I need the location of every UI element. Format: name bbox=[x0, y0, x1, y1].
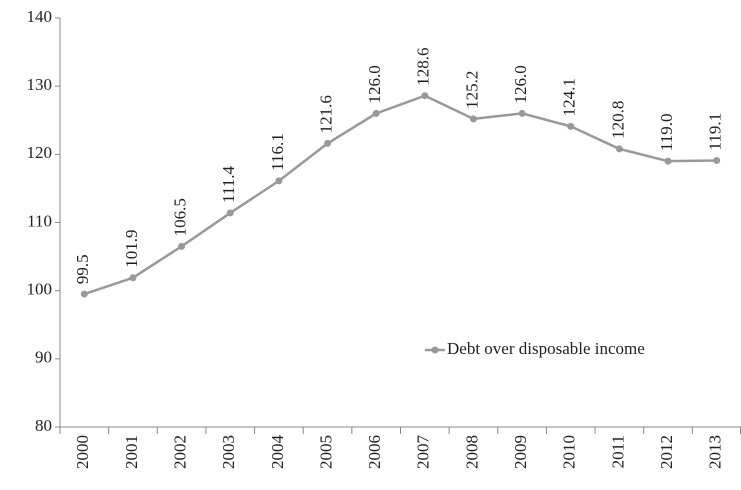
legend-label: Debt over disposable income bbox=[447, 339, 645, 358]
y-tick-label: 110 bbox=[27, 211, 52, 230]
data-point bbox=[372, 109, 380, 117]
data-point bbox=[324, 139, 332, 147]
y-tick-label: 100 bbox=[27, 280, 53, 299]
data-label: 99.5 bbox=[73, 254, 92, 284]
data-label: 121.6 bbox=[316, 95, 335, 133]
data-point bbox=[226, 209, 234, 217]
data-point bbox=[469, 115, 477, 123]
data-label: 119.0 bbox=[657, 114, 676, 152]
data-point bbox=[129, 274, 137, 282]
data-point bbox=[567, 122, 575, 130]
data-point bbox=[518, 109, 526, 117]
data-label: 101.9 bbox=[122, 229, 141, 267]
x-tick-label: 2012 bbox=[657, 435, 676, 469]
y-tick-label: 90 bbox=[35, 348, 52, 367]
x-tick-label: 2010 bbox=[560, 435, 579, 469]
data-label: 128.6 bbox=[414, 47, 433, 85]
data-point bbox=[421, 92, 429, 100]
data-point bbox=[275, 177, 283, 185]
x-tick-label: 2004 bbox=[268, 435, 287, 470]
x-tick-label: 2013 bbox=[706, 435, 725, 469]
data-label: 119.1 bbox=[706, 113, 725, 151]
x-tick-label: 2009 bbox=[511, 435, 530, 469]
data-label: 106.5 bbox=[171, 198, 190, 236]
x-tick-label: 2006 bbox=[365, 435, 384, 469]
data-point bbox=[615, 145, 623, 153]
x-tick-label: 2007 bbox=[414, 435, 433, 470]
series-line bbox=[83, 94, 717, 296]
data-label: 116.1 bbox=[268, 133, 287, 171]
y-tick-label: 140 bbox=[27, 7, 53, 26]
x-tick-label: 2008 bbox=[462, 435, 481, 469]
x-tick-label: 2003 bbox=[219, 435, 238, 469]
x-tick-label: 2005 bbox=[316, 435, 335, 469]
data-label: 111.4 bbox=[219, 165, 238, 202]
x-tick-label: 2002 bbox=[171, 435, 190, 469]
y-tick-label: 120 bbox=[27, 143, 53, 162]
data-label: 126.0 bbox=[511, 65, 530, 103]
data-point bbox=[664, 157, 672, 165]
y-tick-label: 80 bbox=[35, 416, 52, 435]
x-tick-label: 2011 bbox=[608, 435, 627, 468]
data-label: 125.2 bbox=[462, 71, 481, 109]
data-label: 124.1 bbox=[560, 78, 579, 116]
data-point bbox=[713, 156, 721, 164]
data-point bbox=[178, 242, 186, 250]
data-point bbox=[80, 290, 88, 298]
x-tick-label: 2001 bbox=[122, 435, 141, 469]
x-tick-label: 2000 bbox=[73, 435, 92, 469]
data-label: 126.0 bbox=[365, 65, 384, 103]
y-tick-label: 130 bbox=[27, 75, 53, 94]
legend-marker bbox=[431, 346, 439, 354]
data-label: 120.8 bbox=[608, 101, 627, 139]
